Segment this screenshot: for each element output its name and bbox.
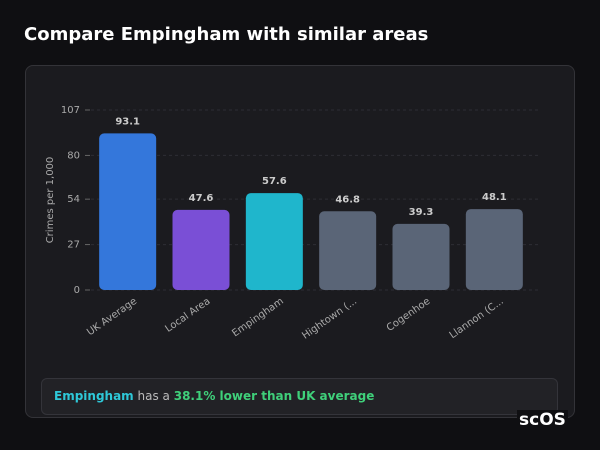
bar: [392, 223, 450, 290]
value-label: 57.6: [262, 176, 287, 187]
value-label: 93.1: [115, 116, 140, 127]
x-tick-label: Empingham: [230, 296, 286, 339]
value-label: 46.8: [335, 194, 360, 205]
area-name: Empingham: [54, 389, 134, 403]
x-tick-label: Hightown (...: [300, 296, 359, 342]
x-tick-label: Local Area: [163, 296, 212, 335]
summary-note: Empingham has a 38.1% lower than UK aver…: [41, 378, 558, 415]
y-tick-label: 54: [67, 194, 80, 205]
bar: [465, 209, 523, 290]
logo: scOS: [517, 410, 568, 430]
bar: [319, 211, 377, 290]
bar: [245, 193, 303, 290]
y-axis-label: Crimes per 1,000: [45, 157, 56, 244]
x-tick-label: UK Average: [85, 296, 139, 338]
y-tick-label: 27: [67, 240, 80, 251]
note-text: has a: [137, 389, 170, 403]
note-highlight: 38.1% lower than UK average: [173, 389, 375, 403]
bar: [99, 133, 157, 290]
value-label: 39.3: [409, 207, 434, 218]
bar: [172, 209, 230, 290]
y-tick-label: 80: [67, 150, 80, 161]
y-tick-label: 0: [74, 285, 80, 296]
value-label: 48.1: [482, 192, 507, 203]
value-label: 47.6: [189, 193, 214, 204]
y-tick-label: 107: [61, 105, 80, 116]
x-tick-label: Cogenhoe: [385, 296, 433, 334]
x-tick-label: Llannon (C...: [448, 296, 506, 341]
page-title: Compare Empingham with similar areas: [24, 24, 429, 45]
